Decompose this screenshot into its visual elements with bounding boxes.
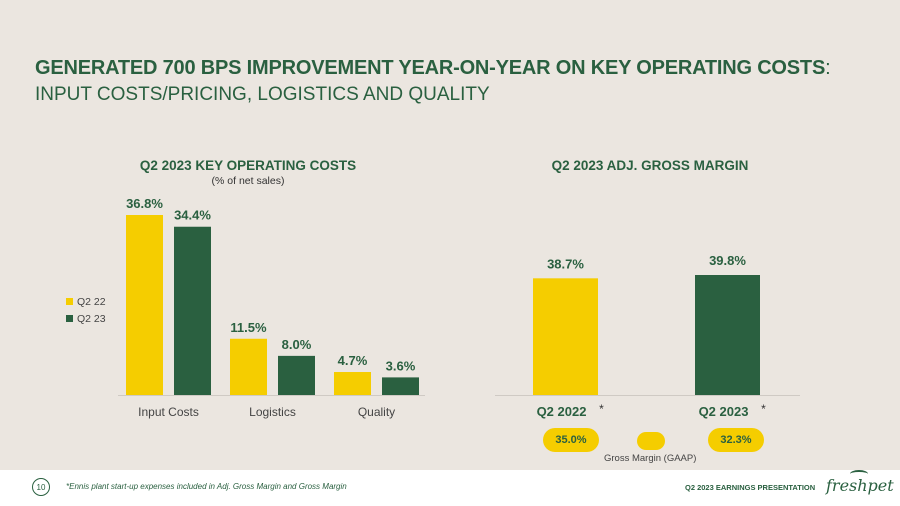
chart2-bar-q2-2023 [695,275,760,395]
chart1-data-label: 4.7% [338,353,368,368]
legend-swatch-green [66,315,73,322]
chart2-data-label: 38.7% [547,256,584,271]
chart2-bar-q2-2022 [533,278,598,395]
logo-leaf-icon [850,470,868,478]
legend-item-q222: Q2 22 [66,293,106,310]
chart1-data-label: 34.4% [174,208,211,223]
chart1-bar-logistics-q222 [230,338,267,395]
chart1-legend: Q2 22 Q2 23 [66,293,106,327]
chart2-asterisk: * [761,402,766,416]
footer-bar [0,470,900,506]
legend-swatch-yellow [66,298,73,305]
chart1-data-label: 36.8% [126,196,163,211]
chart1-bar-input-costs-q222 [126,215,163,395]
chart1-category-label: Input Costs [138,405,199,419]
legend-label: Q2 23 [77,312,106,325]
chart1-data-label: 11.5% [230,320,267,335]
chart1-bar-quality-q223 [382,377,419,395]
slide-subtitle: INPUT COSTS/PRICING, LOGISTICS AND QUALI… [35,84,490,105]
gaap-label: Gross Margin (GAAP) [604,453,697,464]
chart1-bar-input-costs-q223 [174,226,211,395]
chart1-data-label: 3.6% [386,358,416,373]
chart2-asterisk: * [599,402,604,416]
gaap-pill-q2-2022: 35.0% [543,428,599,452]
presentation-label: Q2 2023 EARNINGS PRESENTATION [685,483,816,492]
footnote: *Ennis plant start-up expenses included … [66,482,347,491]
chart1-data-label: 8.0% [282,337,312,352]
chart1-subtitle: (% of net sales) [211,175,285,187]
legend-label: Q2 22 [77,295,106,308]
chart2-category-label: Q2 2022 [537,404,587,419]
chart1-bar-logistics-q223 [278,355,315,395]
gaap-pill-q2-2023: 32.3% [708,428,764,452]
chart1-category-label: Quality [358,405,395,419]
freshpet-logo: freshpet [826,476,894,495]
gaap-legend-dot [637,432,665,450]
legend-item-q223: Q2 23 [66,310,106,327]
chart1-bar-quality-q222 [334,372,371,395]
chart2-data-label: 39.8% [709,253,746,268]
chart2-title: Q2 2023 ADJ. GROSS MARGIN [551,158,749,173]
chart2-category-label: Q2 2023 [699,404,749,419]
page-number: 10 [32,478,50,496]
slide-title: GENERATED 700 BPS IMPROVEMENT YEAR-ON-YE… [35,57,831,79]
chart1-title: Q2 2023 KEY OPERATING COSTS [139,158,357,173]
chart1-category-label: Logistics [249,405,296,419]
